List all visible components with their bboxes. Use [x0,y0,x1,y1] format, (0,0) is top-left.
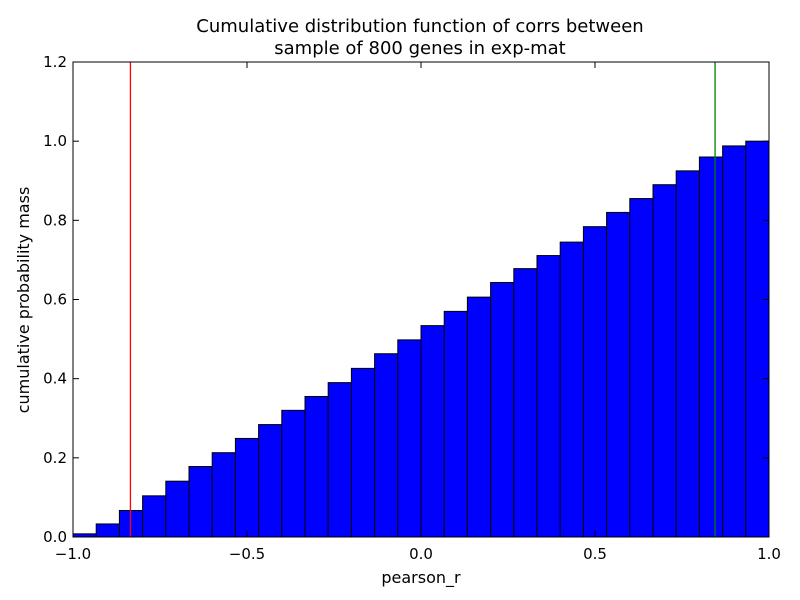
bar [374,353,399,538]
y-tick-label: 1.2 [43,53,67,71]
x-tick-label: −0.5 [229,545,265,563]
bar [211,452,236,538]
y-tick-label: 0.2 [43,449,67,467]
bars-group [72,140,770,538]
bar [675,170,700,538]
chart-title-line-1: Cumulative distribution function of corr… [196,16,643,37]
bar [95,523,120,538]
x-tick-label: 0.0 [409,545,433,563]
bar [188,466,213,538]
y-tick-label: 1.0 [43,132,67,150]
y-axis-label: cumulative probability mass [14,187,33,414]
bar [258,424,283,538]
x-axis-ticks: −1.0 −0.5 0.0 0.5 1.0 [55,62,781,563]
y-tick-label: 0.0 [43,528,67,546]
bar [513,268,538,538]
x-axis-label: pearson_r [381,568,461,588]
y-axis-ticks: 0.0 0.2 0.4 0.6 0.8 1.0 1.2 [43,53,769,546]
x-tick-label: 1.0 [757,545,781,563]
bar [559,241,584,538]
y-tick-label: 0.4 [43,370,67,388]
bar [397,339,422,538]
bar [165,480,190,538]
bar [304,395,329,538]
chart-title: Cumulative distribution function of corr… [196,16,643,59]
x-tick-label: 0.5 [583,545,607,563]
bar [745,140,770,538]
bar [466,296,492,538]
bar [536,255,561,538]
x-tick-label: −1.0 [55,545,91,563]
bar [234,437,260,538]
reference-lines [129,62,716,537]
bar [606,211,631,538]
bar [281,409,306,538]
chart-title-line-2: sample of 800 genes in exp-mat [274,38,565,59]
bar [652,184,677,538]
bar [698,156,724,538]
bar [350,367,376,538]
y-tick-label: 0.8 [43,211,67,229]
bar [142,495,167,538]
bar [582,226,608,538]
y-tick-label: 0.6 [43,291,67,309]
bar [443,310,468,538]
bar [490,281,515,538]
bar [327,382,352,538]
bar [629,198,654,538]
bar [722,145,747,538]
bar [420,325,445,538]
